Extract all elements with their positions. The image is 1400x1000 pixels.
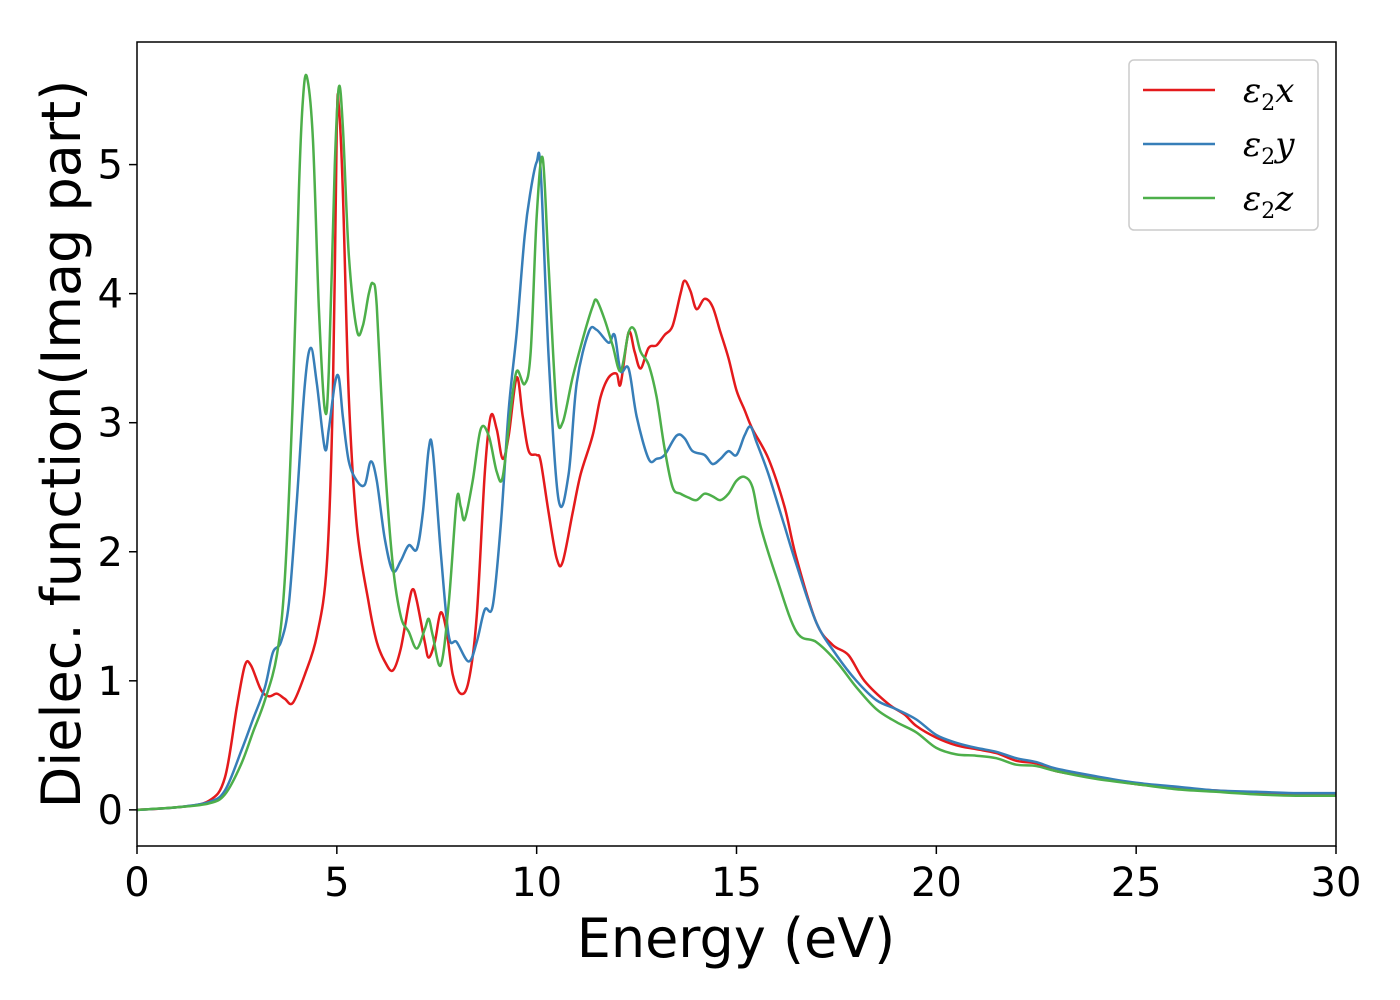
x-tick-label: 10 <box>511 860 562 906</box>
x-axis-title: Energy (eV) <box>577 907 896 970</box>
series-line-z <box>136 73 1337 812</box>
legend: ε2x ε2y ε2z <box>1128 59 1319 231</box>
y-tick-label: 3 <box>98 401 123 447</box>
x-tick-label: 15 <box>711 860 762 906</box>
series-layer <box>136 73 1337 812</box>
legend-label-x: ε2x <box>1243 71 1294 116</box>
y-tick-label: 1 <box>98 659 123 705</box>
x-tick-label: 30 <box>1311 860 1362 906</box>
legend-label-y: ε2y <box>1243 125 1295 170</box>
y-tick-label: 0 <box>98 788 123 834</box>
x-tick-label: 0 <box>124 860 149 906</box>
series-line-x <box>136 93 1337 812</box>
x-tick-label: 20 <box>911 860 962 906</box>
y-tick-label: 4 <box>98 272 123 318</box>
legend-box <box>1128 59 1319 231</box>
y-axis-title: Dielec. function(Imag part) <box>30 80 93 809</box>
x-tick-label: 25 <box>1111 860 1162 906</box>
y-tick-label: 2 <box>98 530 123 576</box>
x-tick-label: 5 <box>324 860 349 906</box>
x-axis: 0 5 10 15 20 25 30 <box>124 846 1361 906</box>
series-line-y <box>136 151 1337 812</box>
y-tick-label: 5 <box>98 143 123 189</box>
y-axis: 0 1 2 3 4 5 <box>98 143 137 834</box>
legend-label-z: ε2z <box>1243 179 1294 224</box>
